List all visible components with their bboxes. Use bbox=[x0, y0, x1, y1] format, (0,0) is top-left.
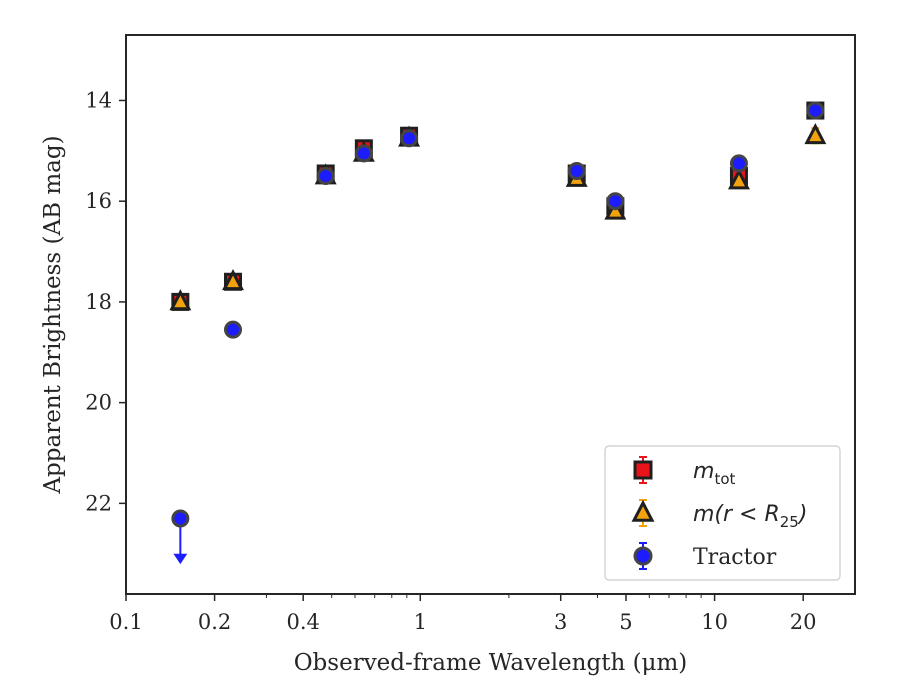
legend-marker-tractor-point bbox=[633, 546, 653, 566]
x-axis-label: Observed-frame Wavelength (μm) bbox=[294, 650, 688, 676]
y-tick-label: 20 bbox=[85, 391, 112, 415]
mr25-point bbox=[222, 269, 244, 291]
tractor-point bbox=[354, 144, 373, 163]
x-tick-label: 3 bbox=[554, 610, 567, 634]
x-tick-label: 0.4 bbox=[286, 610, 319, 634]
mr25-point bbox=[804, 122, 827, 145]
y-tick-label: 16 bbox=[85, 189, 112, 213]
x-tick-label: 0.2 bbox=[198, 610, 231, 634]
y-axis-label: Apparent Brightness (AB mag) bbox=[40, 135, 66, 494]
tractor-point bbox=[171, 509, 190, 528]
y-tick-label: 18 bbox=[85, 290, 112, 314]
legend-label: mtot bbox=[693, 459, 735, 488]
tractor-point bbox=[316, 167, 335, 186]
mr25-point bbox=[727, 168, 750, 190]
x-tick-label: 5 bbox=[619, 610, 632, 634]
y-tick-label: 22 bbox=[85, 491, 112, 515]
legend-box bbox=[604, 445, 841, 581]
tractor-point bbox=[729, 154, 748, 173]
legend-marker-mr25-point bbox=[631, 499, 655, 522]
tractor-point bbox=[567, 161, 586, 180]
x-tick-label: 20 bbox=[790, 610, 817, 634]
x-tick-label: 1 bbox=[414, 610, 427, 634]
x-tick-label: 0.1 bbox=[109, 610, 142, 634]
tractor-point bbox=[606, 192, 625, 211]
legend-label: m(r < R25) bbox=[693, 502, 807, 531]
x-tick-label: 10 bbox=[701, 610, 728, 634]
tractor-point bbox=[400, 129, 419, 148]
mr25-point bbox=[169, 289, 192, 311]
tractor-point bbox=[806, 101, 825, 120]
y-tick-label: 14 bbox=[85, 88, 112, 112]
legend-label: Tractor bbox=[693, 545, 777, 570]
legend-marker-mtot-point bbox=[633, 460, 653, 480]
plot-frame bbox=[125, 34, 856, 595]
tractor-point bbox=[224, 320, 243, 339]
upper-limit-arrowhead bbox=[173, 553, 188, 565]
